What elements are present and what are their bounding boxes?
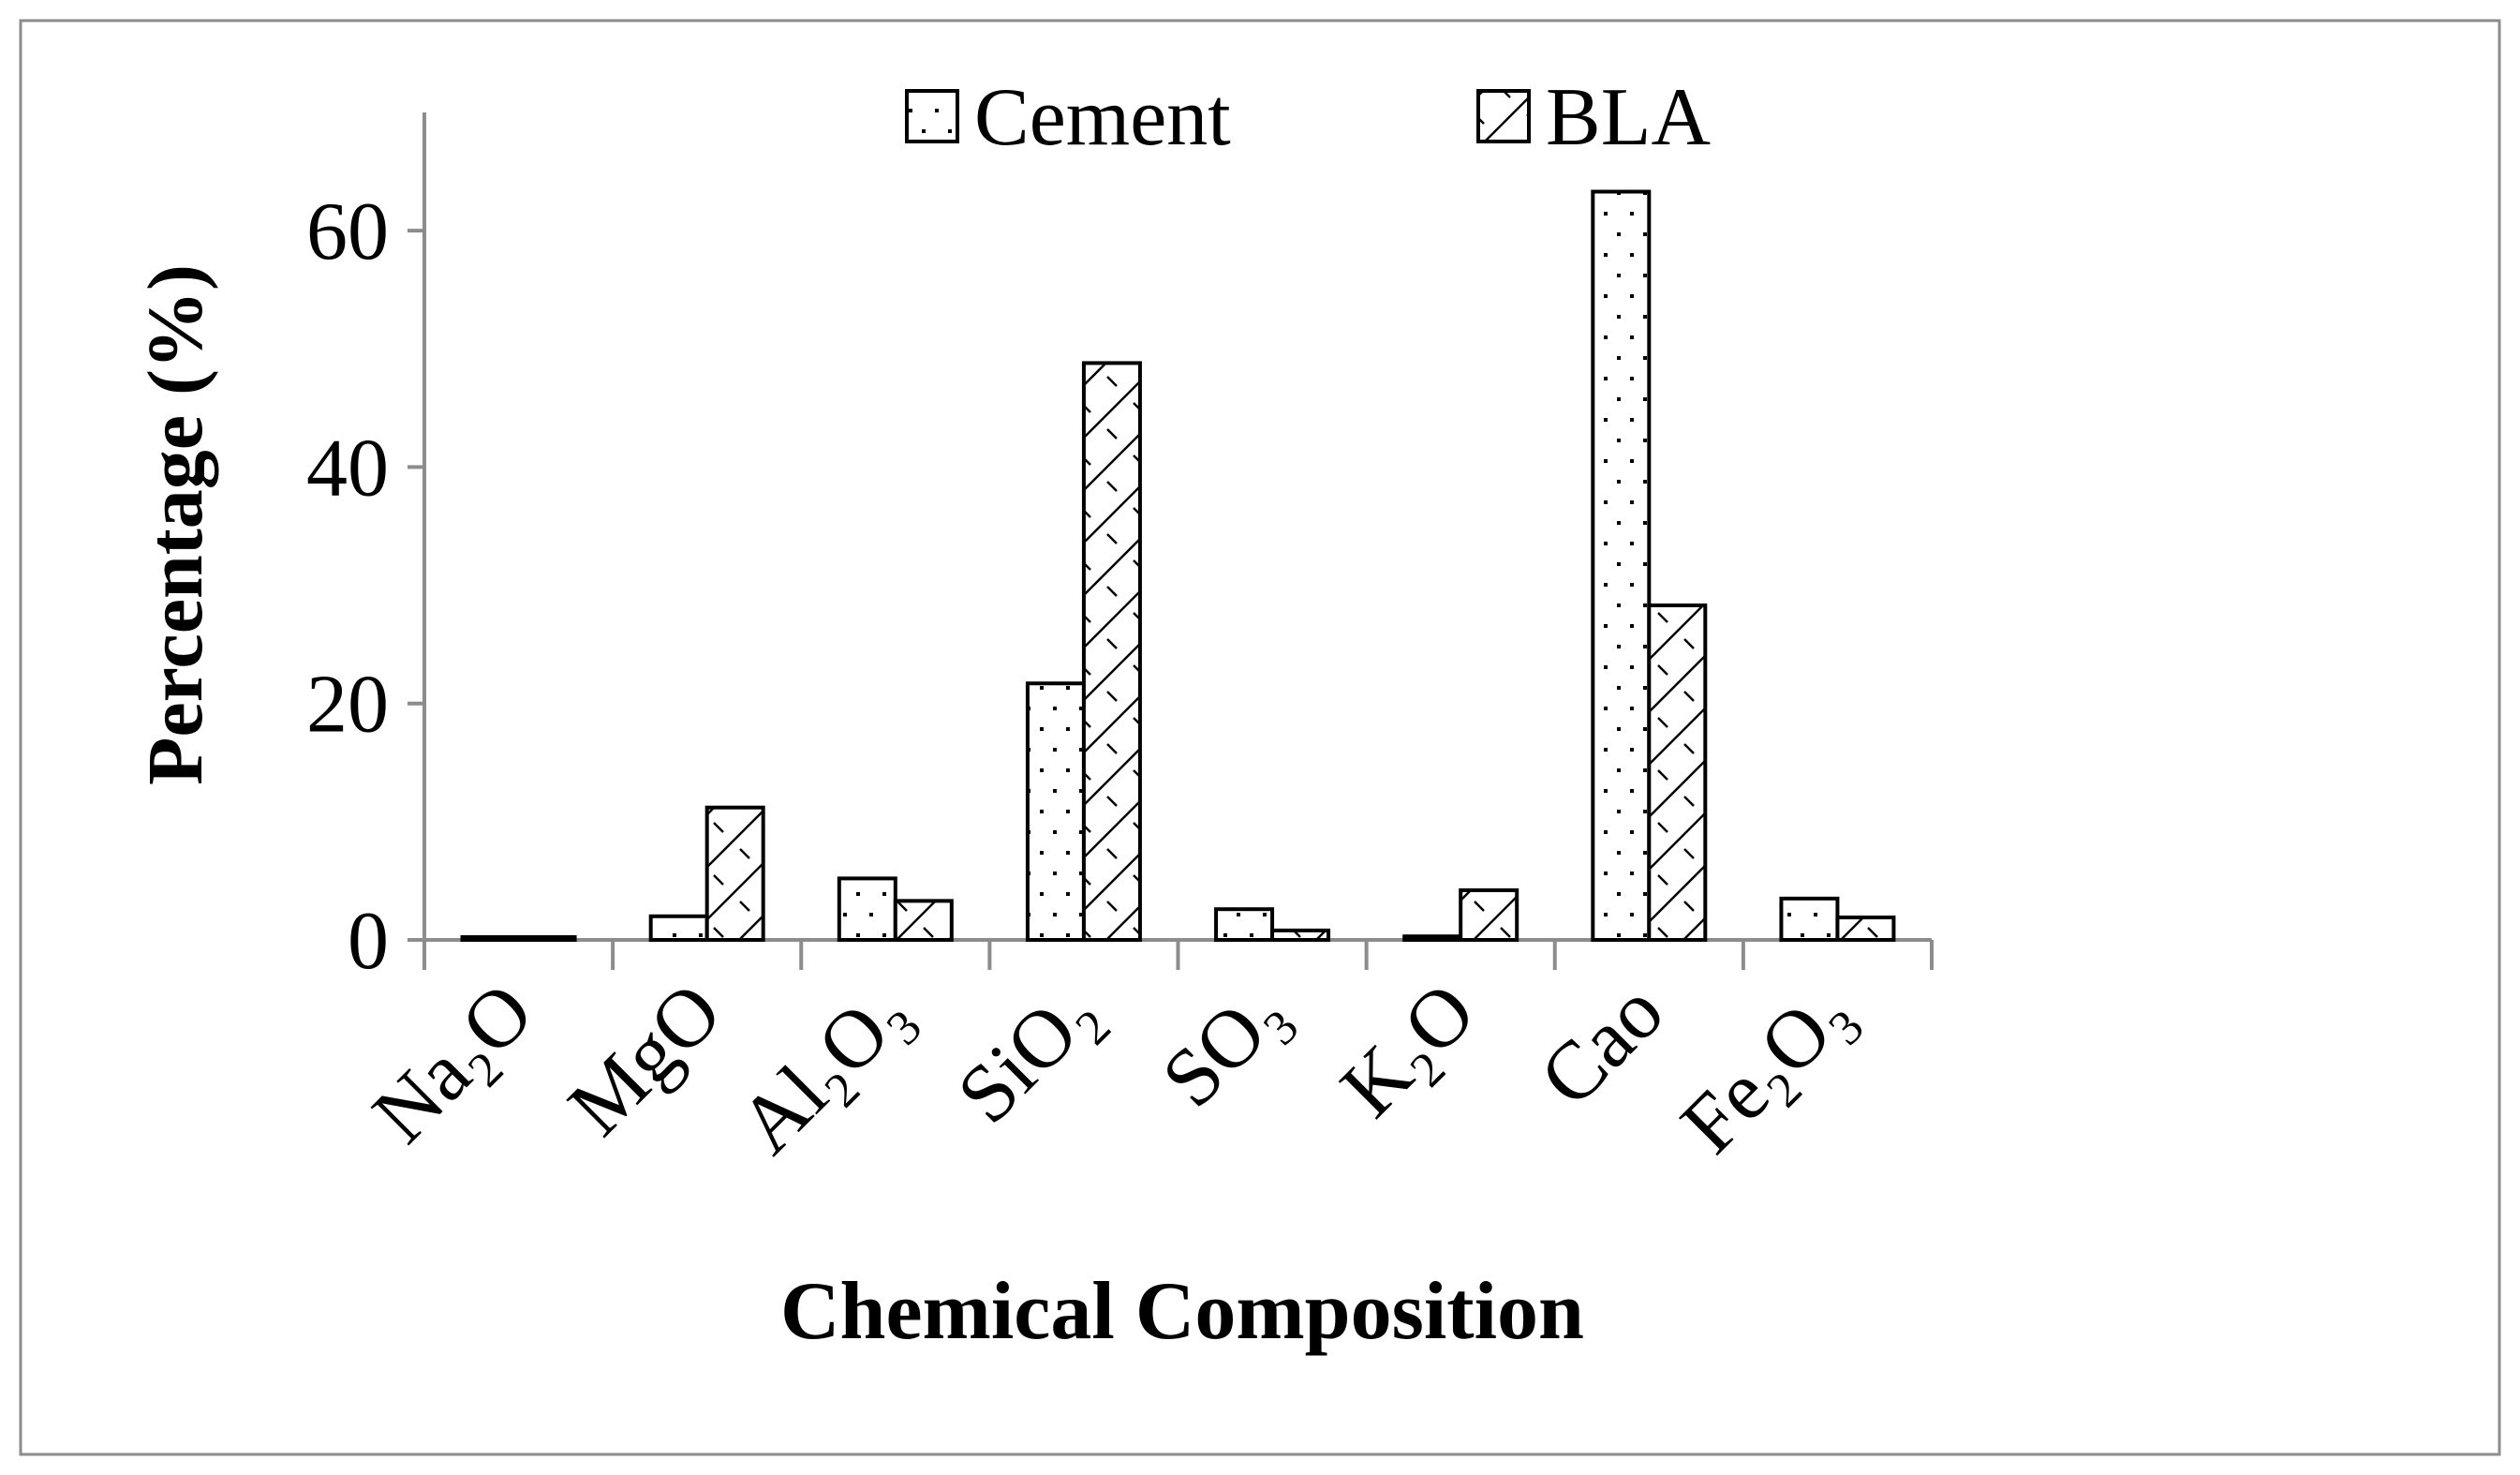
- bar-bla: [1081, 361, 1142, 942]
- bar-cement: [1779, 896, 1840, 942]
- bar-bla: [1270, 928, 1331, 942]
- y-tick-label: 0: [348, 896, 389, 987]
- legend: Cement BLA: [905, 72, 1711, 163]
- legend-label-bla: BLA: [1546, 72, 1711, 163]
- chart-frame: [19, 19, 2501, 1456]
- bar-cement: [1214, 907, 1275, 943]
- bar-cement: [1402, 934, 1463, 942]
- x-axis-title: Chemical Composition: [780, 1266, 1584, 1357]
- bars: [460, 189, 1896, 943]
- bar-cement: [1025, 681, 1086, 943]
- y-axis-title: Percentage (%): [132, 264, 219, 785]
- bar-bla: [893, 899, 954, 943]
- y-axis: 0 20 40 60: [306, 112, 426, 987]
- bar-cement: [460, 935, 521, 942]
- legend-swatch-bla: [1476, 89, 1531, 143]
- bar-bla: [1459, 888, 1519, 943]
- bar-cement: [1591, 189, 1652, 943]
- bar-bla: [1647, 603, 1708, 942]
- y-tick-label: 60: [306, 186, 389, 277]
- legend-label-cement: Cement: [974, 72, 1231, 163]
- bar-bla: [704, 805, 765, 942]
- bar-bla: [1835, 916, 1896, 942]
- bar-bla: [516, 935, 577, 942]
- y-tick-label: 20: [306, 660, 389, 751]
- bar-cement: [648, 914, 709, 942]
- y-tick-label: 40: [306, 423, 389, 514]
- legend-swatch-cement: [905, 89, 959, 143]
- bar-cement: [837, 876, 897, 942]
